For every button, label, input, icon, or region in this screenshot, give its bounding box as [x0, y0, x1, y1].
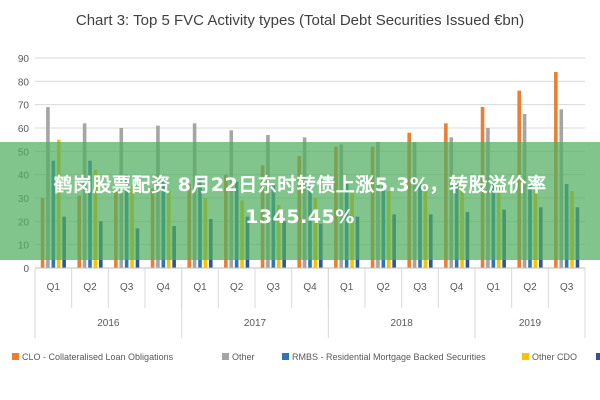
legend-swatch: [522, 353, 529, 360]
x-tick-label: Q1: [193, 282, 207, 293]
group-label: 2018: [391, 318, 414, 329]
x-tick-label: Q3: [413, 282, 427, 293]
y-tick-label: 90: [18, 54, 30, 65]
y-tick-label: 60: [18, 124, 30, 135]
chart-title: Chart 3: Top 5 FVC Activity types (Total…: [75, 12, 525, 29]
legend-label: CLO - Collateralised Loan Obligations: [22, 352, 174, 362]
legend-swatch: [12, 353, 19, 360]
x-tick-label: Q2: [83, 282, 97, 293]
legend: CLO - Collateralised Loan Obligations Oth…: [12, 352, 600, 362]
x-tick-label: Q1: [340, 282, 354, 293]
x-tick-label: Q2: [523, 282, 537, 293]
legend-label: Other CDO: [532, 352, 577, 362]
x-tick-label: Q1: [487, 282, 501, 293]
y-tick-label: 70: [18, 101, 30, 112]
x-tick-label: Q1: [47, 282, 61, 293]
y-tick-label: 80: [18, 77, 30, 88]
x-tick-label: Q2: [230, 282, 244, 293]
x-tick-label: Q2: [377, 282, 391, 293]
x-tick-label: Q4: [157, 282, 171, 293]
overlay-headline: 鹤岗股票配资 8月22日东时转债上涨5.3%，转股溢价率1345.45%: [53, 174, 547, 228]
x-tick-label: Q3: [267, 282, 281, 293]
legend-swatch: [222, 353, 229, 360]
group-label: 2017: [244, 318, 267, 329]
legend-label: RMBS - Residential Mortgage Backed Secur…: [292, 352, 486, 362]
x-tick-label: Q3: [120, 282, 134, 293]
group-label: 2019: [519, 318, 542, 329]
group-label: 2016: [97, 318, 120, 329]
y-tick-label: 0: [23, 264, 29, 275]
x-tick-label: Q4: [303, 282, 317, 293]
x-tick-label: Q3: [560, 282, 574, 293]
legend-swatch: [596, 353, 600, 360]
x-tick-label: Q4: [450, 282, 464, 293]
legend-label: Other: [232, 352, 255, 362]
overlay-banner: 鹤岗股票配资 8月22日东时转债上涨5.3%，转股溢价率1345.45%: [0, 142, 600, 260]
legend-swatch: [282, 353, 289, 360]
